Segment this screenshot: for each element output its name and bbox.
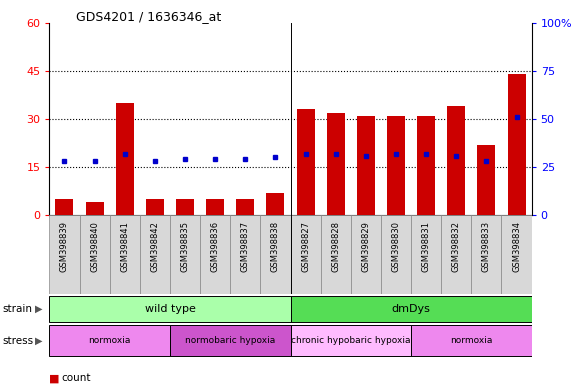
- Text: normoxia: normoxia: [88, 336, 131, 345]
- Text: strain: strain: [3, 304, 33, 314]
- Text: GSM398837: GSM398837: [241, 221, 250, 273]
- Text: GSM398832: GSM398832: [452, 221, 461, 272]
- Bar: [411, 215, 441, 294]
- Bar: [508, 74, 526, 215]
- Bar: [387, 116, 405, 215]
- Bar: [85, 202, 103, 215]
- Bar: [321, 215, 351, 294]
- Bar: [230, 215, 260, 294]
- Bar: [176, 199, 194, 215]
- Text: GSM398831: GSM398831: [422, 221, 431, 272]
- Text: count: count: [61, 373, 91, 383]
- Bar: [110, 215, 140, 294]
- Text: GSM398827: GSM398827: [301, 221, 310, 272]
- Bar: [80, 215, 110, 294]
- Bar: [49, 215, 80, 294]
- Text: GSM398842: GSM398842: [150, 221, 159, 272]
- Bar: [267, 193, 285, 215]
- Text: GSM398835: GSM398835: [181, 221, 189, 272]
- Bar: [417, 116, 435, 215]
- Bar: [116, 103, 134, 215]
- Bar: [478, 145, 496, 215]
- Bar: [290, 325, 411, 356]
- Text: GSM398829: GSM398829: [361, 221, 370, 272]
- Text: GSM398833: GSM398833: [482, 221, 491, 273]
- Bar: [447, 106, 465, 215]
- Text: ■: ■: [49, 373, 60, 383]
- Text: wild type: wild type: [145, 304, 195, 314]
- Text: GSM398836: GSM398836: [211, 221, 220, 273]
- Text: GSM398828: GSM398828: [331, 221, 340, 272]
- Text: GSM398840: GSM398840: [90, 221, 99, 272]
- Bar: [55, 199, 74, 215]
- Text: GSM398830: GSM398830: [392, 221, 400, 272]
- Bar: [146, 199, 164, 215]
- Bar: [501, 215, 532, 294]
- Bar: [411, 325, 532, 356]
- Bar: [170, 215, 200, 294]
- Text: ▶: ▶: [35, 336, 42, 346]
- Text: stress: stress: [3, 336, 34, 346]
- Bar: [260, 215, 290, 294]
- Bar: [296, 109, 315, 215]
- Text: GSM398839: GSM398839: [60, 221, 69, 272]
- Bar: [236, 199, 254, 215]
- Bar: [290, 296, 532, 322]
- Bar: [357, 116, 375, 215]
- Bar: [200, 215, 230, 294]
- Text: normoxia: normoxia: [450, 336, 493, 345]
- Text: GSM398838: GSM398838: [271, 221, 280, 273]
- Bar: [471, 215, 501, 294]
- Text: GSM398841: GSM398841: [120, 221, 129, 272]
- Text: chronic hypobaric hypoxia: chronic hypobaric hypoxia: [291, 336, 411, 345]
- Bar: [381, 215, 411, 294]
- Bar: [140, 215, 170, 294]
- Text: GSM398834: GSM398834: [512, 221, 521, 272]
- Bar: [49, 325, 170, 356]
- Bar: [170, 325, 290, 356]
- Text: GDS4201 / 1636346_at: GDS4201 / 1636346_at: [76, 10, 221, 23]
- Bar: [49, 296, 290, 322]
- Bar: [351, 215, 381, 294]
- Bar: [327, 113, 345, 215]
- Bar: [441, 215, 471, 294]
- Bar: [290, 215, 321, 294]
- Text: ▶: ▶: [35, 304, 42, 314]
- Text: dmDys: dmDys: [392, 304, 431, 314]
- Bar: [206, 199, 224, 215]
- Text: normobaric hypoxia: normobaric hypoxia: [185, 336, 275, 345]
